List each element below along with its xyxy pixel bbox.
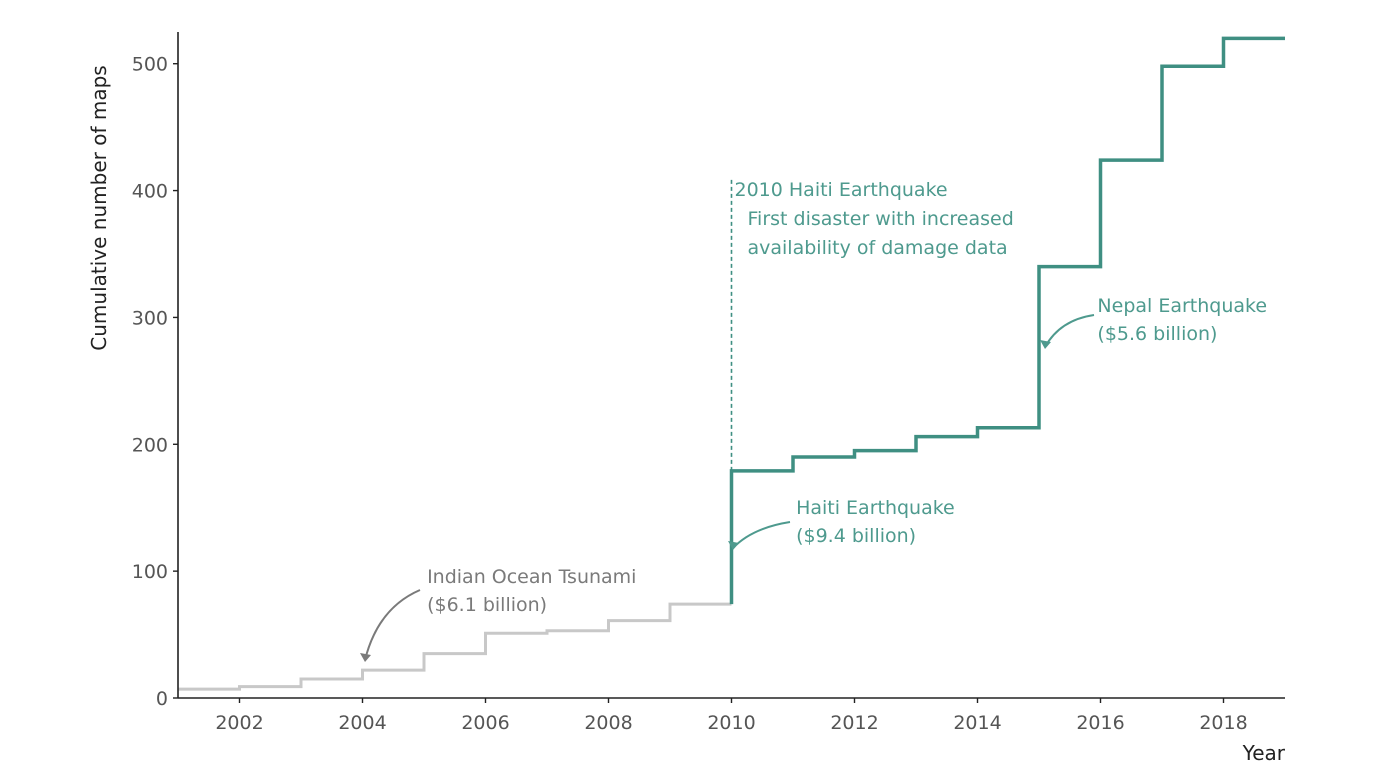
annotation-text: Nepal Earthquake: [1097, 295, 1267, 317]
x-tick-label: 2014: [953, 712, 1001, 734]
x-tick-label: 2012: [830, 712, 878, 734]
y-tick-label: 300: [132, 307, 168, 329]
annotation-text: Indian Ocean Tsunami: [427, 566, 636, 588]
annotation-text: ($9.4 billion): [796, 525, 916, 547]
series-line-2: [729, 36, 1285, 605]
annotation-arrow: [364, 589, 421, 661]
series-line-1: [178, 602, 732, 691]
annotation-layer: Indian Ocean Tsunami ($6.1 billion) Haiti …: [360, 179, 1267, 662]
annotation-arrow: [732, 521, 791, 549]
annotation-text: 2010 Haiti Earthquake: [735, 179, 948, 201]
arrow-head: [360, 653, 371, 662]
arrow-head: [1040, 340, 1051, 349]
y-tick-label: 0: [156, 688, 168, 710]
x-tick-label: 2010: [707, 712, 755, 734]
x-tick-label: 2002: [215, 712, 263, 734]
y-tick-label: 500: [132, 54, 168, 76]
axis-layer: 0 100 200 300 400 500 2002 2004 2006 2008 2010 2012…: [132, 32, 1285, 734]
annotation-text: ($5.6 billion): [1097, 323, 1217, 345]
annotation-text: First disaster with increased: [748, 208, 1014, 230]
y-tick-label: 200: [132, 434, 168, 456]
x-tick-label: 2006: [461, 712, 509, 734]
annotation-text: Haiti Earthquake: [796, 497, 955, 519]
x-tick-label: 2018: [1199, 712, 1247, 734]
y-tick-label: 100: [132, 561, 168, 583]
x-tick-label: 2016: [1076, 712, 1124, 734]
x-axis-title: Year: [1242, 741, 1286, 765]
annotation-text: availability of damage data: [748, 237, 1008, 259]
arrow-head: [728, 541, 739, 550]
annotation-text: ($6.1 billion): [427, 594, 547, 616]
y-tick-label: 400: [132, 181, 168, 203]
annotation-arrow: [1044, 314, 1095, 348]
y-axis-title: Cumulative number of maps: [87, 65, 111, 350]
x-tick-label: 2004: [338, 712, 386, 734]
series-layer: [178, 36, 1285, 691]
x-tick-label: 2008: [584, 712, 632, 734]
